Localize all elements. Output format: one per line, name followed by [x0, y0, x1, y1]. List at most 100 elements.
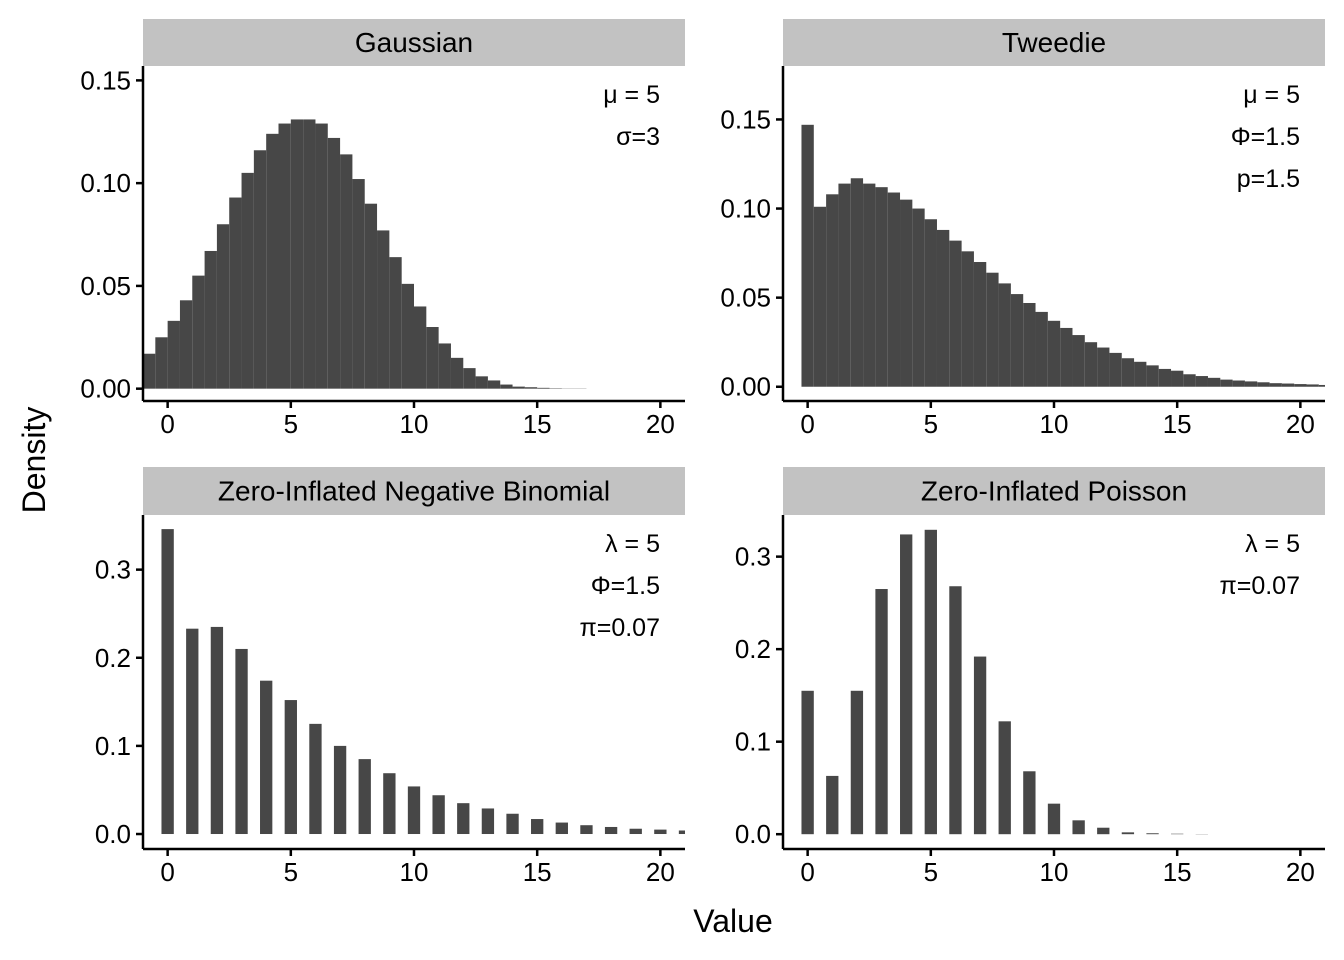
panel-3-strip [143, 467, 685, 515]
panel-3-bar [654, 829, 667, 835]
panel-1-y-tick-label: 0.15 [80, 65, 131, 95]
panel-1-bar [512, 386, 525, 389]
panel-2-bar [1244, 381, 1258, 387]
panel-3-bar [506, 813, 519, 835]
panel-2-bar [1134, 361, 1147, 387]
panel-3-y-tick-label: 0.1 [95, 731, 131, 761]
panel-2-bar [1195, 376, 1208, 387]
panel-1-bar [278, 123, 291, 389]
panel-4-bar [924, 529, 937, 835]
panel-1-bar [389, 257, 402, 389]
panel-2-bar [1097, 347, 1110, 387]
panel-1-annotation: μ = 5 [603, 81, 660, 109]
panel-2-bar [850, 178, 864, 387]
panel-2-bar [1306, 384, 1319, 387]
panel-1-x-tick-label: 10 [400, 409, 429, 439]
panel-2-bar [1294, 384, 1307, 387]
panel-2-bar [1257, 382, 1270, 387]
panel-1-bar [204, 250, 217, 389]
panel-2-bar [1072, 335, 1085, 387]
panel-2-bar [1010, 294, 1024, 387]
panel-2-bar [1060, 327, 1073, 387]
panel-3-x-tick-label: 15 [523, 857, 552, 887]
panel-2-bar [813, 206, 827, 387]
panel-1-y-tick-label: 0.00 [80, 374, 131, 404]
panel-3-bar [260, 680, 273, 835]
panel-2-bar [936, 229, 950, 387]
panel-1-bar [216, 224, 230, 389]
panel-4-bar [1072, 820, 1085, 835]
panel-2-annotation: Φ=1.5 [1231, 123, 1300, 151]
panel-4-x-tick-label: 0 [800, 857, 814, 887]
panel-3-bar [333, 745, 347, 835]
panel-2-bar [1109, 352, 1122, 387]
panel-1-bar [500, 384, 513, 389]
panel-2-bar [1121, 358, 1135, 387]
panel-3-bar [432, 795, 445, 835]
panel-1-bar [303, 119, 316, 389]
panel-2-bar [961, 251, 974, 387]
panel-2-bar [986, 272, 999, 387]
panel-3-x-tick-label: 5 [284, 857, 298, 887]
panel-2-bar [1220, 379, 1233, 387]
panel-4-bar [1146, 833, 1159, 835]
panel-3-bar [309, 723, 322, 835]
panel-1-bar [438, 343, 451, 389]
panel-1-y-tick-label: 0.10 [80, 168, 131, 198]
panel-4-x-tick-label: 10 [1040, 857, 1069, 887]
panel-3-bar [358, 759, 371, 835]
panel-1-bar [143, 353, 156, 389]
panel-2-bar [1084, 342, 1098, 387]
panel-3-bar [555, 822, 568, 835]
panel-4-y-tick-label: 0.2 [735, 634, 771, 664]
panel-2-bar [1232, 380, 1245, 387]
panel-1-bar [487, 380, 501, 389]
panel-2-y-tick-label: 0.10 [720, 194, 771, 224]
panel-2-x-tick-label: 0 [800, 409, 814, 439]
panel-1-bar [414, 306, 427, 389]
panel-4-bar [900, 534, 913, 835]
panel-1-strip [143, 19, 685, 66]
panel-2-bar [1158, 368, 1172, 387]
panel-1-bar [364, 203, 378, 389]
panel-1-bar [401, 283, 414, 389]
panel-2-bar [1207, 377, 1221, 387]
panel-2-bar [912, 208, 925, 387]
panel-4-bar [949, 586, 962, 835]
panel-2-bar [826, 194, 839, 387]
panel-4-bar [1047, 803, 1061, 835]
panel-4-x-tick-label: 5 [924, 857, 938, 887]
panel-1-bar [192, 275, 205, 389]
panel-2-bar [887, 192, 901, 387]
panel-4-annotation: λ = 5 [1245, 530, 1300, 558]
panel-1-bar [253, 150, 267, 389]
panel-3-strip-title: Zero-Inflated Negative Binomial [218, 476, 610, 507]
panel-2-bar [1171, 370, 1184, 387]
panel-4-bar [973, 656, 987, 835]
panel-1-strip-title: Gaussian [355, 27, 473, 58]
panel-2-bar [973, 262, 987, 387]
panel-3-x-tick-label: 20 [646, 857, 675, 887]
panel-1-x-tick-label: 20 [646, 409, 675, 439]
panel-2-bar [1146, 365, 1159, 387]
panel-2-bar [1269, 383, 1282, 387]
panel-4-x-tick-label: 15 [1163, 857, 1192, 887]
panel-1-bar [537, 387, 550, 389]
panel-4-annotation: π=0.07 [1219, 572, 1300, 600]
panel-2-strip [783, 19, 1325, 66]
panel-3-bar [383, 773, 396, 835]
panel-2-bar [900, 199, 913, 387]
panel-2-bar [1281, 383, 1295, 387]
panel-1-annotation: σ=3 [616, 123, 660, 151]
panel-3-bar [407, 786, 421, 835]
y-axis-title: Density [16, 407, 52, 514]
panel-4-bar [1121, 832, 1135, 835]
panel-2-bar [875, 187, 888, 387]
panel-4-bar [875, 589, 888, 835]
panel-4-bar [998, 721, 1011, 835]
panel-2-x-tick-label: 20 [1286, 409, 1315, 439]
panel-2-y-tick-label: 0.15 [720, 104, 771, 134]
panel-3-y-tick-label: 0.0 [95, 819, 131, 849]
panel-2-bar [1183, 374, 1196, 387]
